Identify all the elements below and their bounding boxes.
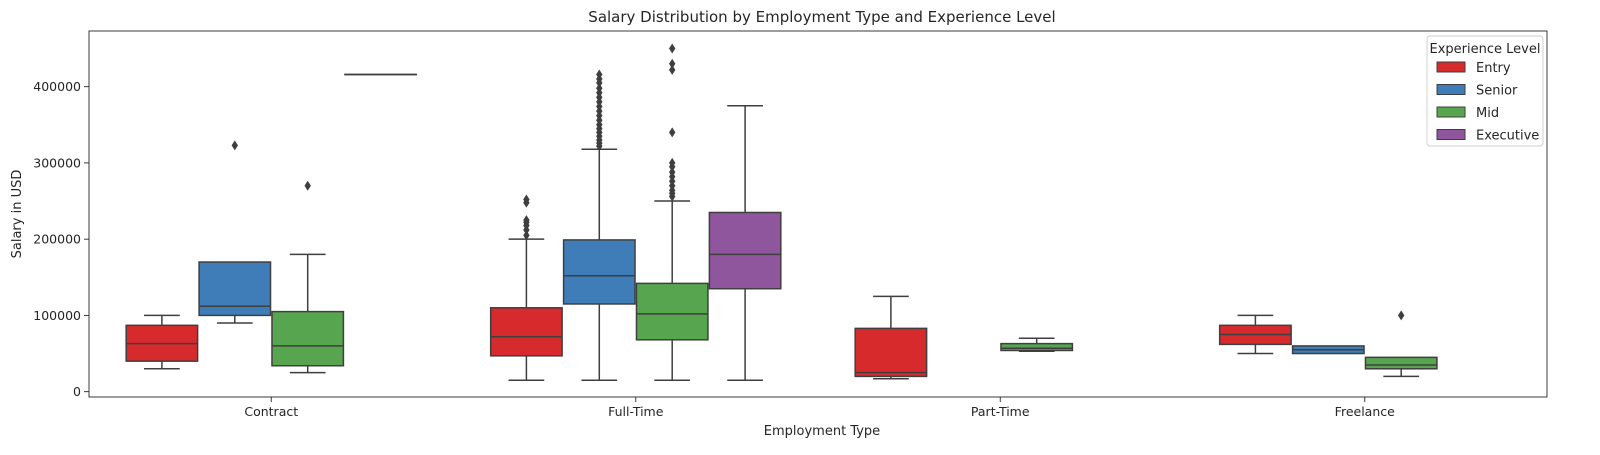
box-entry-contract — [125, 314, 199, 370]
y-tick-label: 200000 — [33, 232, 81, 247]
outlier-point — [669, 167, 676, 178]
y-tick-label: 300000 — [33, 155, 81, 170]
box-entry-freelance — [1218, 314, 1292, 355]
y-tick-label: 100000 — [33, 308, 81, 323]
y-axis-label: Salary in USD — [10, 170, 25, 259]
outlier-point — [669, 157, 676, 168]
box-mid-part-time — [1000, 337, 1074, 352]
outlier-point — [669, 127, 676, 138]
plot-area — [125, 43, 1438, 381]
legend-swatch-mid — [1436, 106, 1466, 118]
box-body — [635, 282, 709, 341]
legend-label-senior: Senior — [1476, 84, 1518, 99]
legend-label-mid: Mid — [1476, 106, 1499, 121]
outlier-point — [596, 83, 603, 94]
legend-swatch-senior — [1436, 84, 1466, 95]
legend: Experience Level Entry Senior Mid Executive — [1426, 35, 1544, 147]
chart-title: Salary Distribution by Employment Type a… — [588, 8, 1055, 26]
box-executive-full-time — [708, 104, 782, 381]
x-axis: Contract Full-Time Part-Time Freelance — [244, 397, 1395, 419]
x-tick-label: Part-Time — [971, 404, 1030, 419]
box-body — [271, 310, 345, 367]
outlier-point — [231, 140, 238, 151]
box-body — [854, 327, 928, 378]
outlier-point — [304, 180, 311, 191]
x-axis-label: Employment Type — [764, 424, 880, 439]
outlier-point — [523, 230, 530, 241]
x-tick-label: Full-Time — [608, 404, 664, 419]
y-tick-label: 400000 — [33, 79, 81, 94]
box-entry-full-time — [489, 194, 563, 381]
outlier-point — [596, 69, 603, 80]
x-tick-label: Freelance — [1335, 404, 1395, 419]
outlier-point — [669, 43, 676, 54]
outlier-point — [1398, 310, 1405, 321]
x-tick-label: Contract — [244, 404, 298, 419]
box-senior-full-time — [562, 69, 636, 381]
legend-label-entry: Entry — [1476, 61, 1511, 76]
box-mid-freelance — [1364, 310, 1438, 378]
box-entry-part-time — [854, 295, 928, 380]
legend-label-executive: Executive — [1476, 129, 1539, 144]
box-body — [198, 261, 272, 317]
box-body — [562, 239, 636, 305]
plot-frame — [88, 30, 1548, 398]
box-mid-contract — [271, 180, 345, 374]
box-senior-freelance — [1291, 345, 1365, 355]
y-tick-label: 0 — [73, 384, 81, 399]
legend-title: Experience Level — [1430, 42, 1541, 57]
box-mid-full-time — [635, 43, 709, 381]
y-axis: 0 100000 200000 300000 400000 — [33, 79, 89, 399]
outlier-point — [523, 215, 530, 226]
box-body — [1364, 356, 1438, 370]
box-body — [489, 307, 563, 357]
box-body — [708, 211, 782, 290]
legend-swatch-executive — [1436, 129, 1466, 140]
legend-swatch-entry — [1436, 61, 1466, 73]
outlier-point — [523, 194, 530, 205]
outlier-point — [669, 58, 676, 69]
box-senior-contract — [198, 140, 272, 324]
outlier-point — [669, 64, 676, 75]
box-body — [1000, 342, 1074, 352]
